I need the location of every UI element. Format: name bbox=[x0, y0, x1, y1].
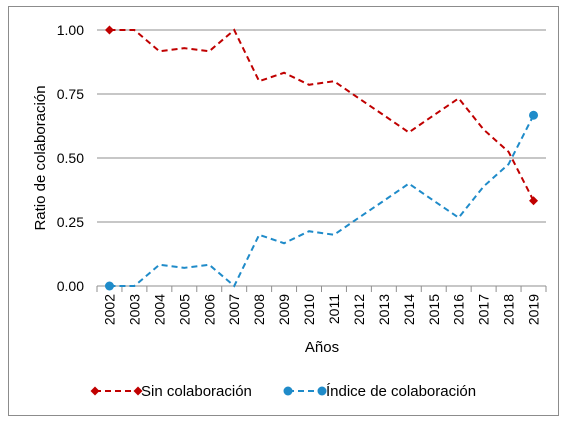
x-tick-label: 2009 bbox=[276, 294, 292, 325]
x-tick-label: 2002 bbox=[101, 294, 117, 325]
data-point-sin-colaboracion bbox=[104, 25, 114, 35]
y-tick-label: 0.75 bbox=[57, 86, 84, 102]
x-tick-label: 2017 bbox=[476, 294, 492, 325]
x-tick-label: 2006 bbox=[201, 294, 217, 325]
x-tick-label: 2008 bbox=[251, 294, 267, 325]
y-tick-label: 0.00 bbox=[57, 278, 84, 294]
x-tick-label: 2014 bbox=[401, 294, 417, 325]
legend-marker bbox=[317, 386, 327, 396]
legend-marker bbox=[90, 386, 100, 396]
y-tick-label: 0.50 bbox=[57, 150, 84, 166]
y-tick-label: 1.00 bbox=[57, 22, 84, 38]
x-tick-label: 2019 bbox=[526, 294, 542, 325]
x-tick-label: 2007 bbox=[226, 294, 242, 325]
series-layer bbox=[104, 25, 539, 291]
y-tick-label: 0.25 bbox=[57, 214, 84, 230]
legend-label: Sin colaboración bbox=[141, 383, 252, 400]
data-point-indice-colaboracion bbox=[529, 110, 539, 120]
x-tick-label: 2016 bbox=[451, 294, 467, 325]
series-indice-colaboracion bbox=[104, 110, 539, 291]
y-axis-ticks: 0.00 0.25 0.50 0.75 1.00 bbox=[57, 22, 84, 294]
x-tick-label: 2005 bbox=[176, 294, 192, 325]
legend: Sin colaboración Índice de colaboración bbox=[90, 383, 476, 400]
series-line-sin-colaboracion bbox=[109, 28, 535, 202]
x-tick-label: 2013 bbox=[376, 294, 392, 325]
x-tick-label: 2004 bbox=[151, 294, 167, 325]
x-tick-label: 2012 bbox=[351, 294, 367, 325]
legend-marker bbox=[283, 386, 293, 396]
x-tick-label: 2003 bbox=[126, 294, 142, 325]
y-axis-title: Ratio de colaboración bbox=[32, 85, 49, 230]
series-sin-colaboracion bbox=[104, 25, 539, 206]
series-line-indice-colaboracion bbox=[109, 114, 535, 288]
legend-marker bbox=[133, 386, 143, 396]
legend-item-indice-colaboracion: Índice de colaboración bbox=[283, 383, 476, 400]
x-tick-label: 2010 bbox=[301, 294, 317, 325]
gridlines bbox=[97, 29, 546, 223]
x-axis-ticks: 2002 2003 2004 2005 2006 2007 2008 2009 2010 2011… bbox=[101, 294, 541, 325]
legend-item-sin-colaboracion: Sin colaboración bbox=[90, 383, 252, 400]
x-tick-label: 2015 bbox=[426, 294, 442, 325]
data-point-sin-colaboracion bbox=[529, 196, 539, 206]
legend-label: Índice de colaboración bbox=[326, 383, 476, 400]
chart-frame bbox=[8, 6, 559, 416]
x-axis bbox=[96, 285, 547, 292]
data-point-indice-colaboracion bbox=[104, 281, 114, 291]
x-tick-label: 2011 bbox=[326, 294, 342, 324]
x-tick-label: 2018 bbox=[501, 294, 517, 325]
x-axis-title: Años bbox=[305, 339, 339, 356]
